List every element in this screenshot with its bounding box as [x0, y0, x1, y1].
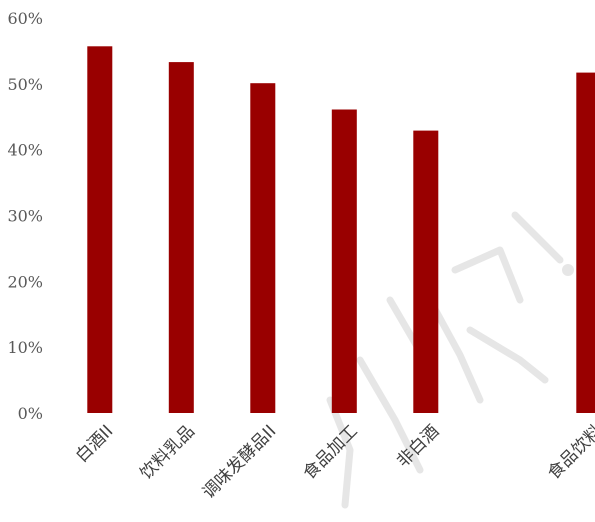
bar	[87, 46, 113, 414]
y-axis: 0% 10% 20% 30% 40% 50% 60%	[7, 9, 43, 423]
y-tick-label: 0%	[18, 404, 43, 423]
bar	[413, 130, 439, 413]
x-axis: 白酒II 饮料乳品 调味发酵品II 食品加工 非白酒 食品饮料	[72, 421, 595, 502]
bar	[168, 62, 194, 413]
x-tick-label: 白酒II	[72, 421, 117, 466]
bar	[331, 109, 357, 413]
y-tick-label: 60%	[7, 9, 43, 28]
y-tick-label: 30%	[7, 207, 43, 226]
bar	[576, 72, 595, 413]
bars	[87, 46, 595, 414]
x-tick-label: 食品饮料	[544, 421, 595, 483]
y-tick-label: 20%	[7, 272, 43, 291]
y-tick-label: 50%	[7, 75, 43, 94]
y-tick-label: 10%	[7, 338, 43, 357]
watermark	[326, 211, 574, 509]
y-tick-label: 40%	[7, 141, 43, 160]
bar	[250, 83, 276, 413]
x-tick-label: 调味发酵品II	[199, 421, 280, 502]
x-tick-label: 饮料乳品	[137, 421, 199, 483]
